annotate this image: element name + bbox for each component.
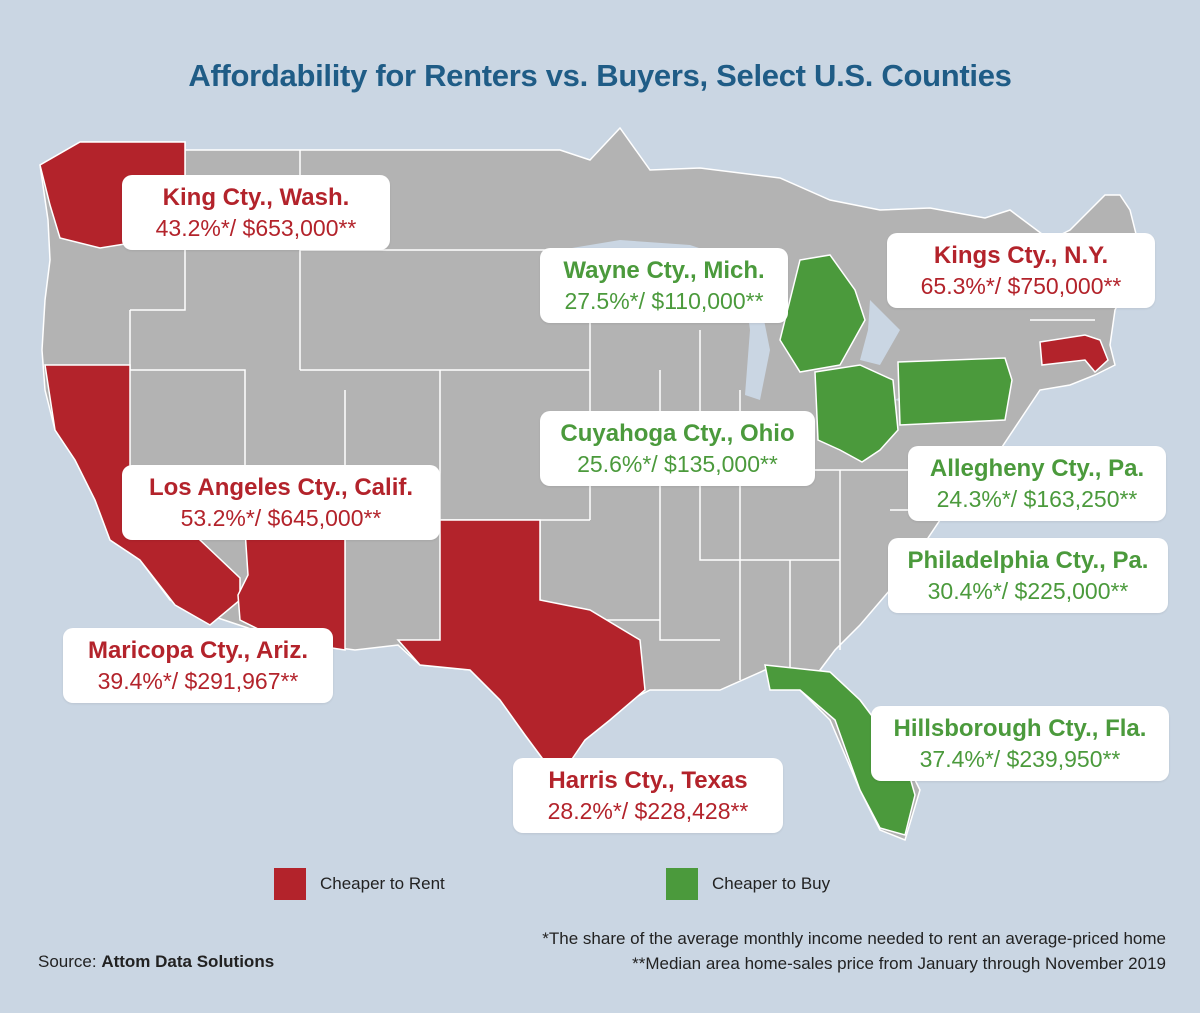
callout-stat: 53.2%*/ $645,000**: [180, 505, 382, 531]
callout-stat: 24.3%*/ $163,250**: [936, 486, 1138, 512]
callout-stat: 37.4%*/ $239,950**: [919, 746, 1121, 772]
callout-allegheny: Allegheny Cty., Pa. 24.3%*/ $163,250**: [908, 446, 1166, 521]
callout-name: Hillsborough Cty., Fla.: [893, 715, 1147, 742]
callout-wayne: Wayne Cty., Mich. 27.5%*/ $110,000**: [540, 248, 788, 323]
callout-stat: 27.5%*/ $110,000**: [564, 288, 764, 314]
legend-buy-swatch: [666, 868, 698, 900]
pennsylvania-state: [897, 357, 1013, 426]
callout-hillsborough: Hillsborough Cty., Fla. 37.4%*/ $239,950…: [871, 706, 1169, 781]
source-name: Attom Data Solutions: [101, 952, 275, 971]
legend-buy: Cheaper to Buy: [666, 867, 830, 901]
callout-stat: 39.4%*/ $291,967**: [97, 668, 299, 694]
footnote-rent-share: *The share of the average monthly income…: [542, 929, 1166, 948]
legend-buy-label: Cheaper to Buy: [712, 874, 831, 893]
callout-stat: 30.4%*/ $225,000**: [927, 578, 1129, 604]
callout-stat: 25.6%*/ $135,000**: [577, 451, 778, 477]
legend-rent-label: Cheaper to Rent: [320, 874, 445, 893]
callout-stat: 65.3%*/ $750,000**: [920, 273, 1122, 299]
source-prefix: Source:: [38, 952, 97, 971]
ohio-state: [814, 364, 899, 463]
callout-name: Cuyahoga Cty., Ohio: [560, 420, 795, 447]
callout-name: Kings Cty., N.Y.: [933, 242, 1109, 269]
callout-name: Philadelphia Cty., Pa.: [907, 547, 1149, 574]
callout-name: Harris Cty., Texas: [548, 767, 748, 794]
massachusetts-state: [1039, 334, 1109, 374]
callout-cuyahoga: Cuyahoga Cty., Ohio 25.6%*/ $135,000**: [540, 411, 815, 486]
callout-harris: Harris Cty., Texas 28.2%*/ $228,428**: [513, 758, 783, 833]
legend-rent-swatch: [274, 868, 306, 900]
callout-name: King Cty., Wash.: [162, 184, 350, 211]
callout-stat: 28.2%*/ $228,428**: [547, 798, 749, 824]
florida-state: [764, 664, 916, 836]
callout-name: Los Angeles Cty., Calif.: [148, 474, 414, 501]
source-credit: Source: Attom Data Solutions: [38, 952, 274, 972]
footnote-median-price: **Median area home-sales price from Janu…: [632, 954, 1166, 973]
legend-rent: Cheaper to Rent: [274, 867, 445, 901]
callout-name: Allegheny Cty., Pa.: [929, 455, 1145, 482]
callout-name: Maricopa Cty., Ariz.: [87, 637, 309, 664]
footnotes: *The share of the average monthly income…: [542, 926, 1166, 976]
callout-philadelphia: Philadelphia Cty., Pa. 30.4%*/ $225,000*…: [888, 538, 1168, 613]
callout-maricopa: Maricopa Cty., Ariz. 39.4%*/ $291,967**: [63, 628, 333, 703]
callout-stat: 43.2%*/ $653,000**: [155, 215, 357, 241]
callout-kings: Kings Cty., N.Y. 65.3%*/ $750,000**: [887, 233, 1155, 308]
callout-king: King Cty., Wash. 43.2%*/ $653,000**: [122, 175, 390, 250]
map-title: Affordability for Renters vs. Buyers, Se…: [188, 58, 1012, 93]
callout-name: Wayne Cty., Mich.: [563, 257, 765, 284]
callout-losangeles: Los Angeles Cty., Calif. 53.2%*/ $645,00…: [122, 465, 440, 540]
